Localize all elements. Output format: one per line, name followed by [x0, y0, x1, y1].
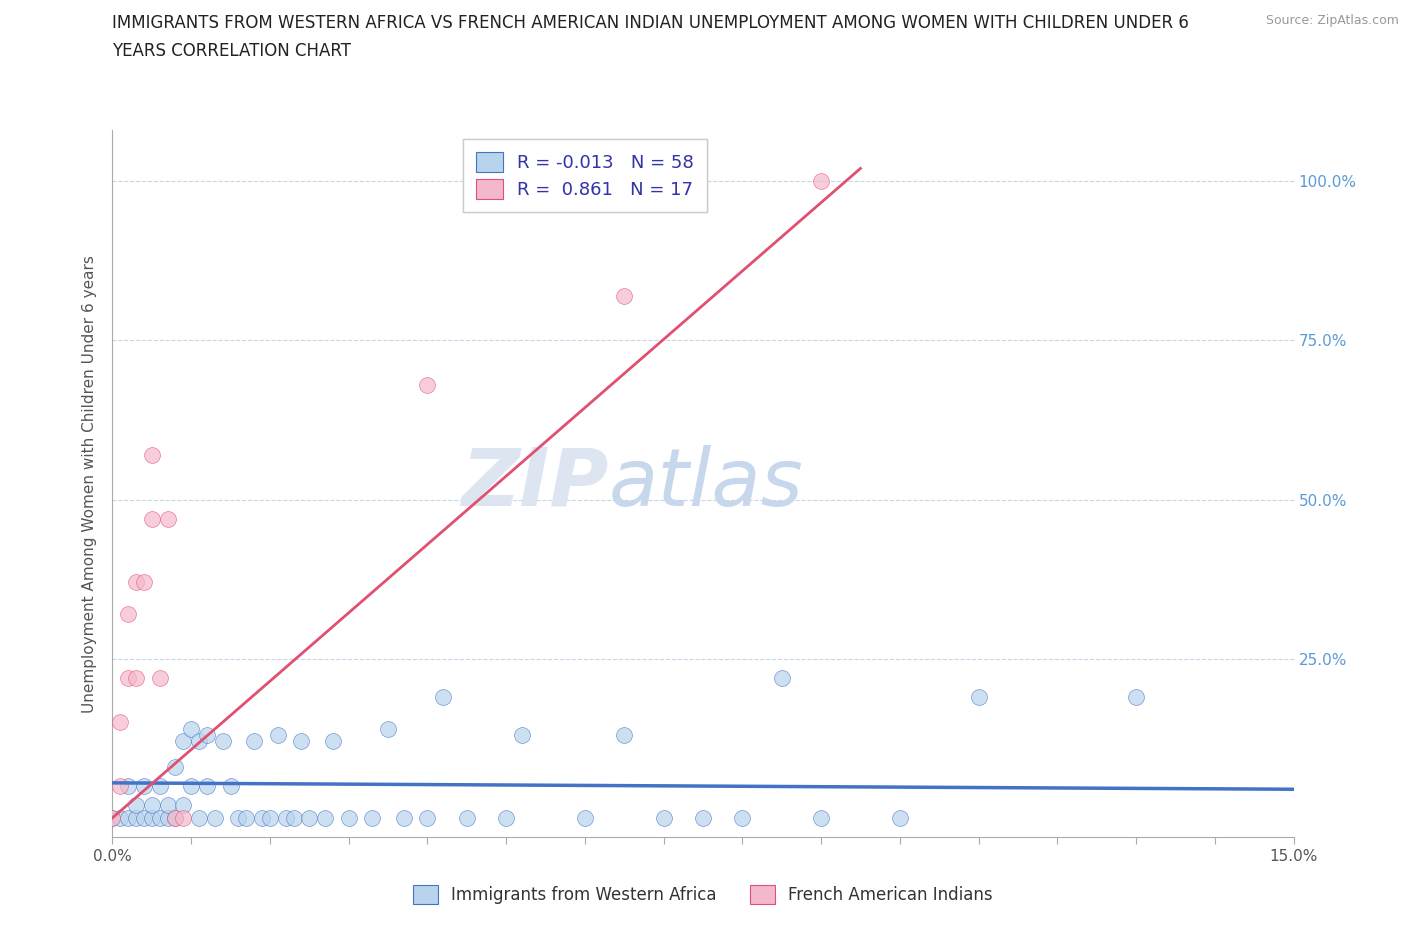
Point	[149, 810, 172, 825]
Point	[117, 606, 139, 621]
Point	[188, 734, 211, 749]
Point	[117, 778, 139, 793]
Point	[172, 798, 194, 813]
Point	[110, 810, 132, 825]
Point	[770, 671, 793, 685]
Point	[101, 810, 124, 825]
Point	[117, 810, 139, 825]
Legend: R = -0.013   N = 58, R =  0.861   N = 17: R = -0.013 N = 58, R = 0.861 N = 17	[463, 140, 707, 211]
Point	[110, 778, 132, 793]
Point	[219, 778, 242, 793]
Text: Source: ZipAtlas.com: Source: ZipAtlas.com	[1265, 14, 1399, 27]
Point	[290, 734, 312, 749]
Point	[889, 810, 911, 825]
Point	[314, 810, 336, 825]
Point	[172, 734, 194, 749]
Point	[337, 810, 360, 825]
Point	[228, 810, 250, 825]
Point	[652, 810, 675, 825]
Point	[125, 810, 148, 825]
Point	[613, 727, 636, 742]
Point	[101, 810, 124, 825]
Point	[274, 810, 297, 825]
Point	[613, 288, 636, 303]
Point	[243, 734, 266, 749]
Point	[141, 798, 163, 813]
Point	[125, 798, 148, 813]
Point	[117, 671, 139, 685]
Point	[165, 810, 187, 825]
Point	[267, 727, 290, 742]
Point	[377, 722, 399, 737]
Point	[211, 734, 233, 749]
Point	[141, 512, 163, 526]
Point	[361, 810, 384, 825]
Point	[235, 810, 257, 825]
Point	[195, 778, 218, 793]
Point	[510, 727, 533, 742]
Point	[416, 378, 439, 392]
Point	[165, 760, 187, 775]
Point	[416, 810, 439, 825]
Point	[132, 778, 155, 793]
Point	[495, 810, 517, 825]
Point	[810, 810, 832, 825]
Point	[250, 810, 273, 825]
Point	[141, 447, 163, 462]
Point	[156, 798, 179, 813]
Point	[283, 810, 305, 825]
Point	[322, 734, 344, 749]
Point	[692, 810, 714, 825]
Point	[125, 575, 148, 590]
Point	[298, 810, 321, 825]
Text: IMMIGRANTS FROM WESTERN AFRICA VS FRENCH AMERICAN INDIAN UNEMPLOYMENT AMONG WOME: IMMIGRANTS FROM WESTERN AFRICA VS FRENCH…	[112, 14, 1189, 32]
Point	[141, 810, 163, 825]
Point	[392, 810, 415, 825]
Point	[180, 778, 202, 793]
Point	[967, 689, 990, 704]
Point	[132, 810, 155, 825]
Point	[188, 810, 211, 825]
Point	[1125, 689, 1147, 704]
Point	[156, 512, 179, 526]
Point	[574, 810, 596, 825]
Legend: Immigrants from Western Africa, French American Indians: Immigrants from Western Africa, French A…	[405, 877, 1001, 912]
Point	[149, 671, 172, 685]
Point	[432, 689, 454, 704]
Point	[172, 810, 194, 825]
Y-axis label: Unemployment Among Women with Children Under 6 years: Unemployment Among Women with Children U…	[82, 255, 97, 712]
Point	[810, 174, 832, 189]
Point	[259, 810, 281, 825]
Point	[156, 810, 179, 825]
Point	[180, 722, 202, 737]
Text: YEARS CORRELATION CHART: YEARS CORRELATION CHART	[112, 42, 352, 60]
Point	[149, 778, 172, 793]
Point	[731, 810, 754, 825]
Point	[195, 727, 218, 742]
Point	[204, 810, 226, 825]
Point	[132, 575, 155, 590]
Text: ZIP: ZIP	[461, 445, 609, 523]
Point	[165, 810, 187, 825]
Point	[125, 671, 148, 685]
Point	[110, 715, 132, 730]
Text: atlas: atlas	[609, 445, 803, 523]
Point	[456, 810, 478, 825]
